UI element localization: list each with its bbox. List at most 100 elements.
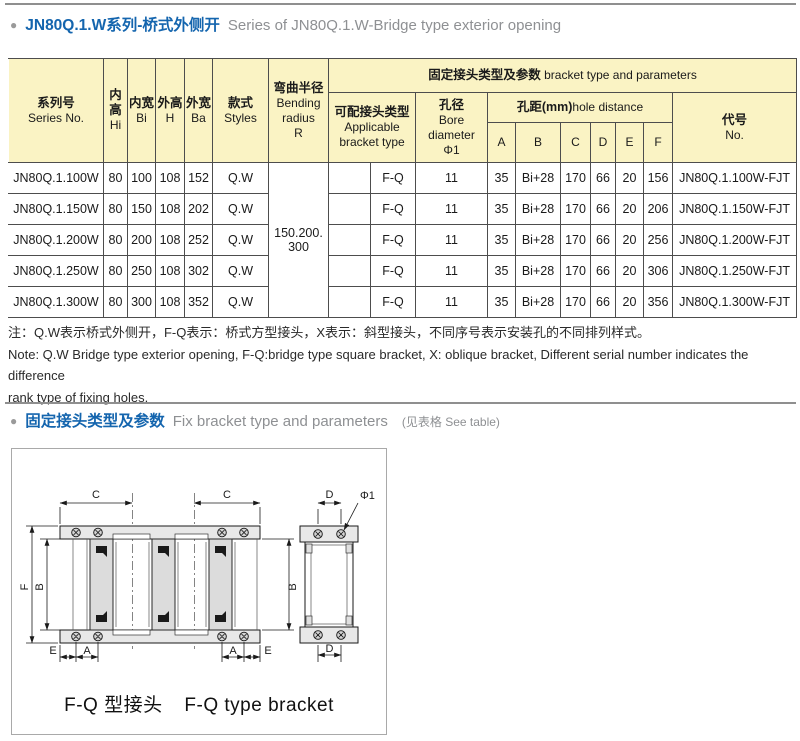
dim-label-d-top: D xyxy=(326,489,334,501)
diagram-caption-en: F-Q type bracket xyxy=(184,695,334,716)
cell-style: Q.W xyxy=(212,224,269,256)
cell-style: Q.W xyxy=(212,193,269,225)
col-header-hole-distance: 孔距(mm)hole distance xyxy=(487,92,673,123)
centerlines xyxy=(132,493,195,649)
cell-f: 306 xyxy=(643,255,673,287)
cell-bi: 100 xyxy=(127,162,156,194)
side-view xyxy=(299,525,359,644)
cell-bi: 200 xyxy=(127,224,156,256)
bottom-rail xyxy=(59,629,261,644)
side-corner-blocks xyxy=(305,543,353,626)
dim-label-b-right: B xyxy=(287,583,299,590)
bullet-icon: ● xyxy=(10,414,18,428)
col-header-ba: 外宽 Ba xyxy=(184,58,213,163)
dim-label-e-right: E xyxy=(264,645,271,657)
table-row: JN80Q.1.150W 80 150 108 202 Q.W F-Q 11 3… xyxy=(8,193,798,225)
rail-notch xyxy=(112,533,151,540)
cell-d: 66 xyxy=(590,193,616,225)
cell-e: 20 xyxy=(615,286,644,318)
cell-e: 20 xyxy=(615,162,644,194)
cell-b: Bi+28 xyxy=(515,255,561,287)
section2-title-en: Fix bracket type and parameters xyxy=(172,413,388,430)
cell-spacer xyxy=(328,193,371,225)
cell-f: 256 xyxy=(643,224,673,256)
cell-no: JN80Q.1.300W-FJT xyxy=(671,286,798,318)
cell-h: 108 xyxy=(155,286,185,318)
dim-label-b-left: B xyxy=(34,583,46,590)
cell-d: 66 xyxy=(590,224,616,256)
cell-series: JN80Q.1.150W xyxy=(8,193,104,225)
cell-bore: 11 xyxy=(415,224,488,256)
cell-bending-radius: 150.200. 300 xyxy=(268,162,329,318)
col-header-e: E xyxy=(615,122,644,163)
note-line-en2: rank type of fixing holes. xyxy=(8,389,149,405)
cell-b: Bi+28 xyxy=(515,193,561,225)
cell-no: JN80Q.1.200W-FJT xyxy=(671,224,798,256)
cell-d: 66 xyxy=(590,162,616,194)
cell-hi: 80 xyxy=(103,162,128,194)
cell-no: JN80Q.1.250W-FJT xyxy=(671,255,798,287)
dim-label-c-left: C xyxy=(92,489,100,501)
screw-cross-icon xyxy=(73,529,247,640)
spec-table: 系列号 Series No. 内高 Hi 内宽 Bi 外高 H 外宽 Ba 款式 Style… xyxy=(8,58,798,318)
col-header-bi: 内宽 Bi xyxy=(127,58,156,163)
col-header-bending-radius: 弯曲半径 Bending radius R xyxy=(268,58,329,163)
notes-block: 注：Q.W表示桥式外侧开，F-Q表示：桥式方型接头，X表示：斜型接头，不同序号表… xyxy=(8,322,792,408)
cell-bore: 11 xyxy=(415,286,488,318)
link-plate xyxy=(208,538,233,631)
side-inner-frame xyxy=(310,544,348,625)
col-header-hi: 内高 Hi xyxy=(103,58,128,163)
table-row: JN80Q.1.300W 80 300 108 352 Q.W F-Q 11 3… xyxy=(8,286,798,318)
dim-label-phi1: Φ1 xyxy=(360,490,375,502)
cell-spacer xyxy=(328,162,371,194)
col-header-no: 代号 No. xyxy=(671,92,798,163)
cell-style: Q.W xyxy=(212,255,269,287)
rail-notch xyxy=(174,629,209,636)
diagram-caption: F-Q 型接头 F-Q type bracket xyxy=(12,690,386,717)
section1-title-en: Series of JN80Q.1.W-Bridge type exterior… xyxy=(227,17,562,34)
cell-bore: 11 xyxy=(415,193,488,225)
cell-bi: 300 xyxy=(127,286,156,318)
link-plate xyxy=(89,538,114,631)
link-plate xyxy=(151,538,176,631)
cell-d: 66 xyxy=(590,286,616,318)
cell-h: 108 xyxy=(155,224,185,256)
cell-hi: 80 xyxy=(103,255,128,287)
col-header-a: A xyxy=(487,122,516,163)
rail-screws xyxy=(71,527,249,642)
rail-notch xyxy=(174,533,209,540)
table-row: JN80Q.1.100W 80 100 108 152 Q.W 150.200.… xyxy=(8,162,798,318)
dim-label-a-left: A xyxy=(83,645,91,657)
col-header-bore-diameter: 孔径 Bore diameter Φ1 xyxy=(415,92,488,163)
col-header-c: C xyxy=(560,122,591,163)
dimension-lines xyxy=(26,500,359,662)
screw-cross-icon xyxy=(315,531,344,638)
col-header-f: F xyxy=(643,122,673,163)
cell-a: 35 xyxy=(487,286,516,318)
col-header-series: 系列号 Series No. xyxy=(8,58,104,163)
side-top-cap xyxy=(299,525,359,543)
cell-a: 35 xyxy=(487,193,516,225)
cell-bi: 250 xyxy=(127,255,156,287)
cell-b: Bi+28 xyxy=(515,286,561,318)
cell-ba: 152 xyxy=(184,162,213,194)
plate-marks xyxy=(96,546,226,622)
col-header-styles: 款式 Styles xyxy=(212,58,269,163)
cell-c: 170 xyxy=(560,255,591,287)
cell-bore: 11 xyxy=(415,255,488,287)
cell-f: 156 xyxy=(643,162,673,194)
cell-c: 170 xyxy=(560,162,591,194)
dim-label-a-right: A xyxy=(229,645,237,657)
bracket-technical-drawing: C C F B B E A A E D D Φ1 xyxy=(19,489,375,662)
col-header-bracket-group: 固定接头类型及参数 bracket type and parameters xyxy=(327,58,798,93)
cell-b: Bi+28 xyxy=(515,162,561,194)
cell-style: Q.W xyxy=(212,162,269,194)
top-divider xyxy=(5,3,796,5)
cell-bracket: F-Q xyxy=(370,162,416,194)
rail-notch xyxy=(112,629,151,636)
section1-title-zh: JN80Q.1.W系列-桥式外侧开 xyxy=(25,17,220,34)
cell-a: 35 xyxy=(487,224,516,256)
cell-hi: 80 xyxy=(103,224,128,256)
cell-a: 35 xyxy=(487,255,516,287)
dim-label-d-bottom: D xyxy=(326,643,334,655)
